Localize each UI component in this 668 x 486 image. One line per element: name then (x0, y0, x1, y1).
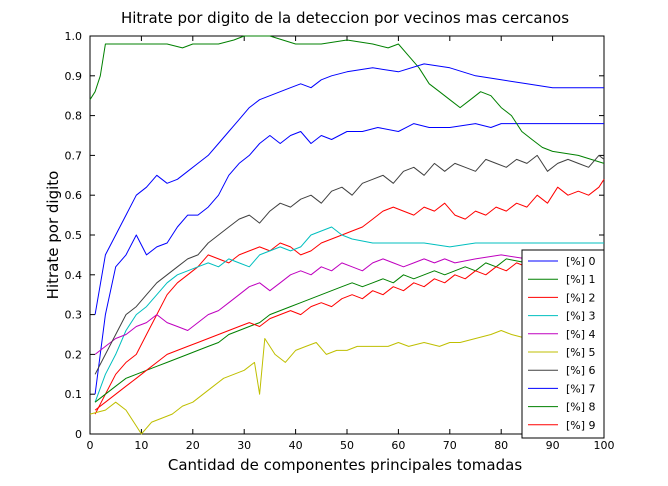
y-axis-ticks: 0 0.1 0.2 0.3 0.4 0.5 0.6 0.7 0.8 0.9 1.0 (65, 30, 604, 441)
legend-label: [%] 7 (566, 382, 596, 395)
x-axis-ticks: 0 10 20 30 40 50 60 70 80 90 100 (87, 36, 615, 452)
legend-label: [%] 1 (566, 273, 596, 286)
series-line-5 (89, 330, 605, 435)
series-line-1 (89, 35, 605, 164)
y-tick-label: 1.0 (65, 30, 83, 43)
y-tick-label: 0.5 (65, 229, 83, 242)
x-tick-label: 60 (391, 439, 405, 452)
x-tick-label: 30 (237, 439, 251, 452)
series-line-8 (94, 258, 605, 403)
x-tick-label: 90 (546, 439, 560, 452)
legend-label: [%] 2 (566, 291, 596, 304)
series-line-3 (94, 226, 604, 403)
series-layer (89, 35, 605, 435)
legend-label: [%] 6 (566, 364, 596, 377)
series-line-7 (94, 63, 604, 315)
y-tick-label: 0.6 (65, 189, 83, 202)
x-tick-label: 0 (87, 439, 94, 452)
y-axis-label: Hitrate por digito (44, 171, 62, 300)
x-tick-label: 40 (289, 439, 303, 452)
y-tick-label: 0.1 (65, 388, 83, 401)
x-tick-label: 10 (134, 439, 148, 452)
x-tick-label: 20 (186, 439, 200, 452)
y-tick-label: 0.2 (65, 348, 83, 361)
plot-area (89, 35, 605, 435)
legend-label: [%] 4 (566, 328, 596, 341)
x-tick-label: 50 (340, 439, 354, 452)
y-tick-label: 0.9 (65, 70, 83, 83)
legend-label: [%] 8 (566, 401, 596, 414)
x-tick-label: 70 (443, 439, 457, 452)
legend: [%] 0 [%] 1 [%] 2 [%] 3 [%] 4 [%] 5 [%] 6 [%] 7… (521, 249, 605, 439)
series-line-4 (94, 254, 604, 355)
y-tick-label: 0.4 (65, 269, 83, 282)
plot-frame (89, 35, 605, 435)
legend-label: [%] 5 (566, 346, 596, 359)
legend-label: [%] 9 (566, 419, 596, 432)
chart-title: Hitrate por digito de la deteccion por v… (121, 9, 569, 27)
y-tick-label: 0 (75, 428, 82, 441)
y-tick-label: 0.8 (65, 110, 83, 123)
y-tick-label: 0.3 (65, 309, 83, 322)
series-line-0 (94, 123, 604, 395)
legend-label: [%] 0 (566, 255, 596, 268)
legend-label: [%] 3 (566, 310, 596, 323)
series-line-6 (94, 154, 605, 375)
x-tick-label: 100 (594, 439, 615, 452)
x-tick-label: 80 (494, 439, 508, 452)
series-line-2 (94, 179, 605, 415)
x-axis-label: Cantidad de componentes principales toma… (168, 456, 522, 474)
y-tick-label: 0.7 (65, 149, 83, 162)
